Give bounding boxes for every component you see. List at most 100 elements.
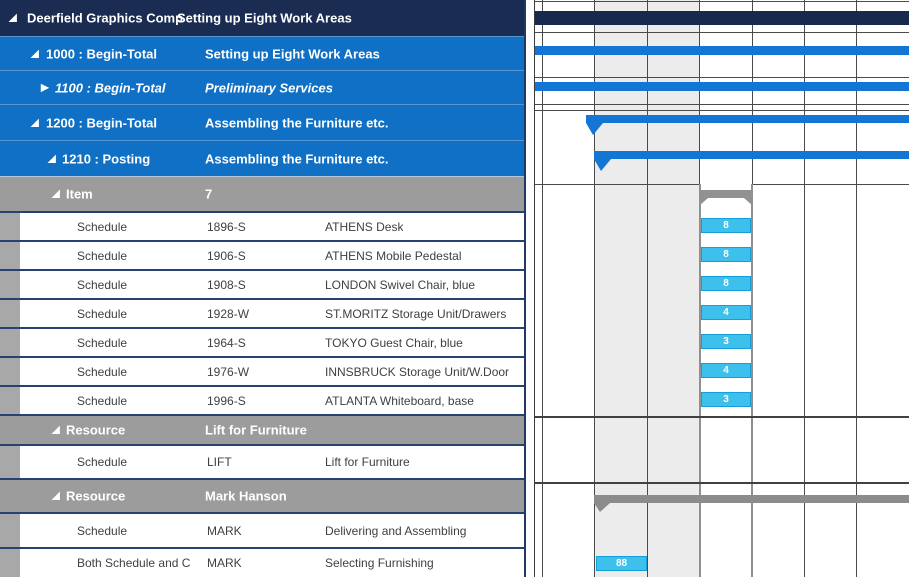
scheduled-hours-bar[interactable]: 8 (701, 276, 751, 291)
item-description: TOKYO Guest Chair, blue (325, 336, 463, 350)
group-label: Resource (66, 489, 125, 504)
expand-icon[interactable]: ▶ (41, 82, 49, 93)
line-type: Schedule (77, 278, 127, 292)
table-row-line[interactable]: Schedule 1908-S LONDON Swivel Chair, blu… (0, 269, 524, 298)
line-type: Schedule (77, 524, 127, 538)
group-description: Lift for Furniture (205, 423, 307, 438)
row-selector-cell[interactable] (0, 387, 20, 414)
section-line (535, 416, 909, 418)
row-selector-cell[interactable] (0, 514, 20, 547)
task-number: 1100 : Begin-Total (55, 80, 166, 95)
row-selector-cell[interactable] (0, 358, 20, 385)
task-description: Preliminary Services (205, 80, 333, 95)
row-selector-cell[interactable] (0, 549, 20, 577)
job-gantt-view: ◢ Deerfield Graphics Comp Setting up Eig… (0, 0, 909, 577)
table-row-group-item[interactable]: ◢ Item 7 (0, 176, 524, 211)
table-row-task-1200[interactable]: ◢ 1200 : Begin-Total Assembling the Furn… (0, 104, 524, 140)
resource-description: Delivering and Assembling (325, 524, 466, 538)
scheduled-hours-bar[interactable]: 88 (596, 556, 647, 571)
collapse-icon[interactable]: ◢ (31, 117, 39, 128)
line-type: Schedule (77, 394, 127, 408)
item-no: 1964-S (207, 336, 246, 350)
row-selector-cell[interactable] (0, 213, 20, 240)
collapse-icon[interactable]: ◢ (48, 153, 56, 164)
row-line (535, 77, 909, 78)
row-selector-cell[interactable] (0, 446, 20, 478)
resource-no: MARK (207, 556, 242, 570)
scheduled-hours-bar[interactable]: 4 (701, 363, 751, 378)
group-description: Mark Hanson (205, 489, 287, 504)
item-no: 1996-S (207, 394, 246, 408)
scheduled-hours-bar[interactable]: 4 (701, 305, 751, 320)
task-description: Setting up Eight Work Areas (205, 46, 380, 61)
task-1100-bar[interactable] (535, 82, 909, 91)
item-no: 1976-W (207, 365, 249, 379)
table-row-line[interactable]: Both Schedule and C MARK Selecting Furni… (0, 547, 524, 577)
scheduled-hours-bar[interactable]: 3 (701, 334, 751, 349)
table-row-line[interactable]: Schedule 1896-S ATHENS Desk (0, 211, 524, 240)
project-description: Setting up Eight Work Areas (177, 11, 352, 26)
table-row-line[interactable]: Schedule LIFT Lift for Furniture (0, 444, 524, 478)
item-description: ATLANTA Whiteboard, base (325, 394, 474, 408)
item-description: ATHENS Desk (325, 220, 403, 234)
table-row-task-1100[interactable]: ▶ 1100 : Begin-Total Preliminary Service… (0, 70, 524, 104)
project-summary-bar[interactable] (535, 11, 909, 25)
table-row-line[interactable]: Schedule 1906-S ATHENS Mobile Pedestal (0, 240, 524, 269)
task-number: 1210 : Posting (62, 151, 150, 166)
table-row-project[interactable]: ◢ Deerfield Graphics Comp Setting up Eig… (0, 0, 524, 36)
wbs-table: ◢ Deerfield Graphics Comp Setting up Eig… (0, 0, 526, 577)
table-row-group-resource-lift[interactable]: ◢ Resource Lift for Furniture (0, 414, 524, 444)
row-selector-cell[interactable] (0, 300, 20, 327)
row-line (535, 104, 909, 105)
resource-description: Selecting Furnishing (325, 556, 434, 570)
row-selector-cell[interactable] (0, 271, 20, 298)
task-description: Assembling the Furniture etc. (205, 115, 388, 130)
line-type: Schedule (77, 220, 127, 234)
row-line (535, 32, 909, 33)
item-description: ATHENS Mobile Pedestal (325, 249, 462, 263)
group-count: 7 (205, 187, 212, 202)
item-description: INNSBRUCK Storage Unit/W.Door (325, 365, 509, 379)
item-no: 1906-S (207, 249, 246, 263)
line-type: Schedule (77, 365, 127, 379)
row-selector-cell[interactable] (0, 242, 20, 269)
item-no: 1896-S (207, 220, 246, 234)
scheduled-hours-bar[interactable]: 8 (701, 218, 751, 233)
group-label: Resource (66, 423, 125, 438)
collapse-icon[interactable]: ◢ (52, 425, 60, 436)
collapse-icon[interactable]: ◢ (31, 48, 39, 59)
task-number: 1200 : Begin-Total (46, 115, 157, 130)
scheduled-hours-bar[interactable]: 8 (701, 247, 751, 262)
row-selector-cell[interactable] (0, 329, 20, 356)
line-type: Schedule (77, 455, 127, 469)
row-line (535, 1, 909, 2)
table-row-line[interactable]: Schedule 1976-W INNSBRUCK Storage Unit/W… (0, 356, 524, 385)
task-1000-bar[interactable] (535, 46, 909, 55)
table-row-line[interactable]: Schedule MARK Delivering and Assembling (0, 512, 524, 547)
item-no: 1928-W (207, 307, 249, 321)
task-number: 1000 : Begin-Total (46, 46, 157, 61)
collapse-icon[interactable]: ◢ (52, 491, 60, 502)
resource-no: MARK (207, 524, 242, 538)
resource-no: LIFT (207, 455, 232, 469)
item-description: LONDON Swivel Chair, blue (325, 278, 475, 292)
table-row-line[interactable]: Schedule 1996-S ATLANTA Whiteboard, base (0, 385, 524, 414)
item-description: ST.MORITZ Storage Unit/Drawers (325, 307, 506, 321)
collapse-icon[interactable]: ◢ (52, 189, 60, 200)
table-row-task-1000[interactable]: ◢ 1000 : Begin-Total Setting up Eight Wo… (0, 36, 524, 70)
table-row-line[interactable]: Schedule 1928-W ST.MORITZ Storage Unit/D… (0, 298, 524, 327)
table-row-task-1210[interactable]: ◢ 1210 : Posting Assembling the Furnitur… (0, 140, 524, 176)
scheduled-day-column (699, 184, 753, 577)
scheduled-hours-bar[interactable]: 3 (701, 392, 751, 407)
table-row-line[interactable]: Schedule 1964-S TOKYO Guest Chair, blue (0, 327, 524, 356)
line-type: Schedule (77, 249, 127, 263)
line-type: Schedule (77, 307, 127, 321)
collapse-icon[interactable]: ◢ (9, 13, 17, 24)
section-line (535, 482, 909, 484)
row-line (535, 110, 909, 111)
resource-description: Lift for Furniture (325, 455, 410, 469)
line-type: Schedule (77, 336, 127, 350)
table-row-group-resource-mark[interactable]: ◢ Resource Mark Hanson (0, 478, 524, 512)
project-name: Deerfield Graphics Comp (27, 11, 183, 26)
item-no: 1908-S (207, 278, 246, 292)
